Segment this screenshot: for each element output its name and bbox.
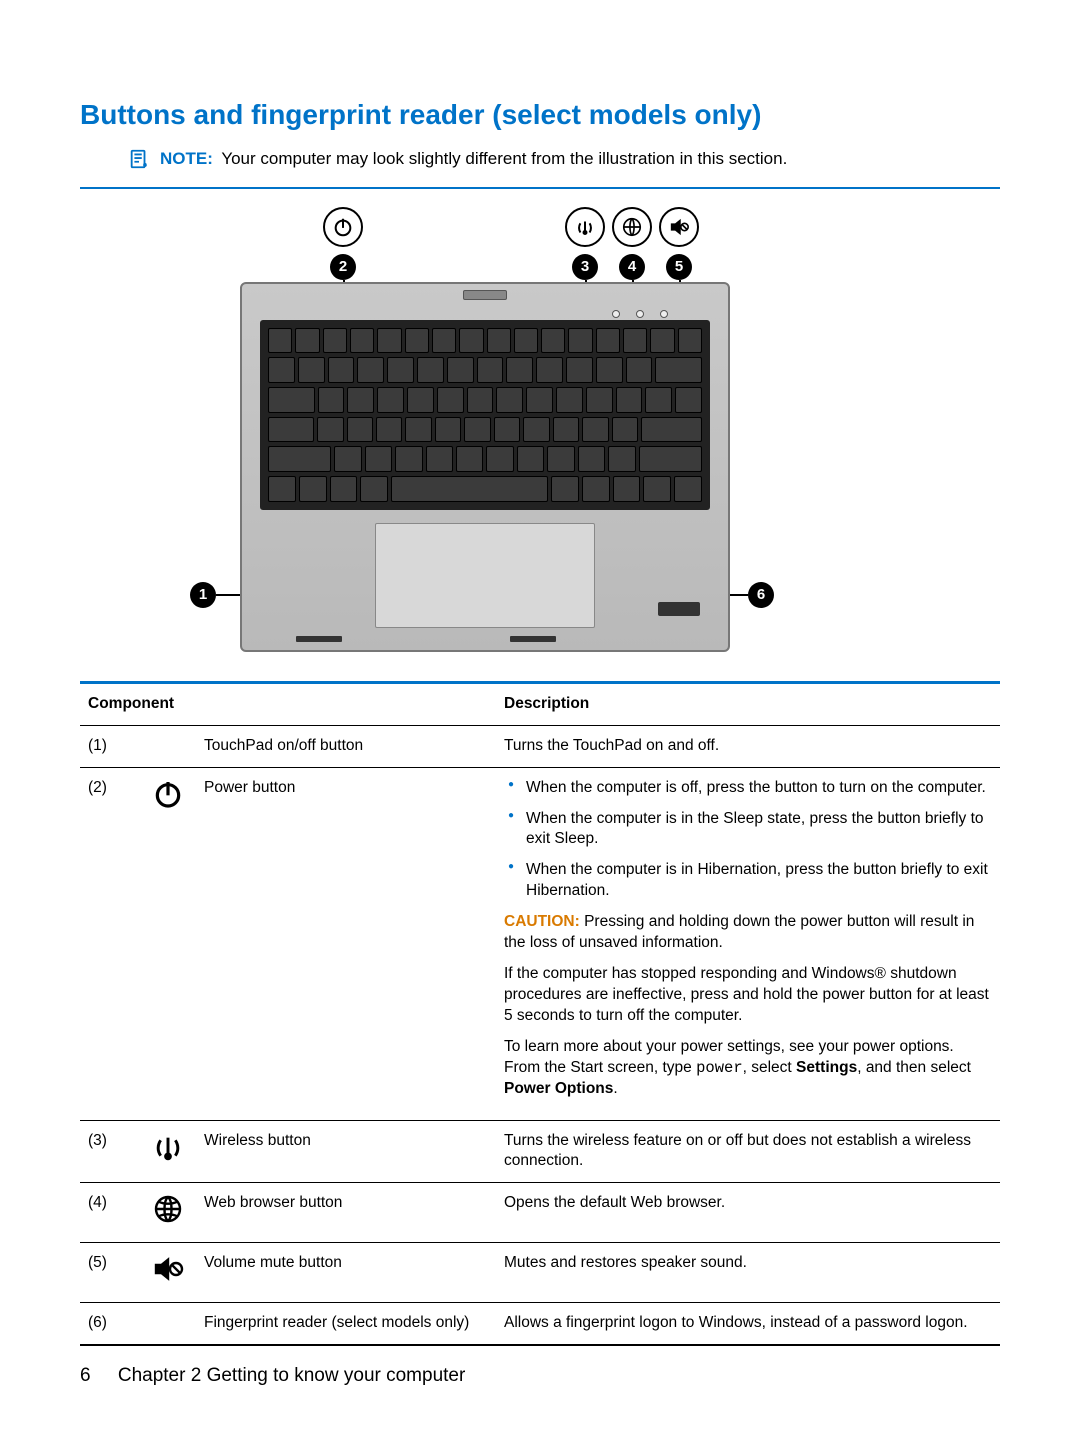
page-number: 6 xyxy=(80,1365,91,1386)
table-row: (2) Power button When the computer is of… xyxy=(80,767,1000,1120)
callout-num-5: 5 xyxy=(666,254,692,280)
paragraph: To learn more about your power settings,… xyxy=(504,1037,992,1100)
row-num: (5) xyxy=(80,1243,140,1303)
row-num: (1) xyxy=(80,725,140,767)
callout-num-6: 6 xyxy=(748,582,774,608)
note-block: NOTE: Your computer may look slightly di… xyxy=(80,148,1000,189)
bullet: When the computer is in the Sleep state,… xyxy=(504,809,992,851)
bullet: When the computer is off, press the butt… xyxy=(504,778,992,799)
section-title: Buttons and fingerprint reader (select m… xyxy=(80,96,1000,134)
fingerprint-reader xyxy=(658,602,700,616)
callout-num-3: 3 xyxy=(572,254,598,280)
note-text: Your computer may look slightly differen… xyxy=(221,149,787,168)
note-icon xyxy=(128,148,150,177)
table-row: (4) Web browser button Opens the default… xyxy=(80,1183,1000,1243)
callout-wireless-icon xyxy=(565,207,605,247)
callout-num-1: 1 xyxy=(190,582,216,608)
row-component: Web browser button xyxy=(196,1183,496,1243)
table-row: (6) Fingerprint reader (select models on… xyxy=(80,1303,1000,1345)
table-row: (1) TouchPad on/off button Turns the Tou… xyxy=(80,725,1000,767)
note-label: NOTE: xyxy=(160,149,213,168)
row-component: Wireless button xyxy=(196,1120,496,1183)
callout-mute-icon xyxy=(659,207,699,247)
table-row: (5) Volume mute button Mutes and restore… xyxy=(80,1243,1000,1303)
row-component: Volume mute button xyxy=(196,1243,496,1303)
keyboard xyxy=(260,320,710,510)
page-footer: 6 Chapter 2 Getting to know your compute… xyxy=(80,1363,465,1389)
mute-icon xyxy=(140,1243,196,1303)
laptop-body xyxy=(240,282,730,652)
row-description: Turns the wireless feature on or off but… xyxy=(496,1120,1000,1183)
wireless-icon xyxy=(140,1120,196,1183)
row-description: Mutes and restores speaker sound. xyxy=(496,1243,1000,1303)
row-description: When the computer is off, press the butt… xyxy=(496,767,1000,1120)
row-num: (6) xyxy=(80,1303,140,1345)
chapter-title: Chapter 2 Getting to know your computer xyxy=(118,1365,465,1386)
trackpad xyxy=(375,523,595,628)
components-table: Component Description (1) TouchPad on/of… xyxy=(80,681,1000,1346)
row-description: Allows a fingerprint logon to Windows, i… xyxy=(496,1303,1000,1345)
col-description: Description xyxy=(496,682,1000,725)
col-component: Component xyxy=(80,682,496,725)
row-num: (3) xyxy=(80,1120,140,1183)
laptop-illustration: 2 3 4 5 1 6 xyxy=(150,207,775,677)
callout-power-icon xyxy=(323,207,363,247)
callout-num-2: 2 xyxy=(330,254,356,280)
row-component: TouchPad on/off button xyxy=(196,725,496,767)
row-icon xyxy=(140,1303,196,1345)
callout-num-4: 4 xyxy=(619,254,645,280)
row-description: Turns the TouchPad on and off. xyxy=(496,725,1000,767)
row-description: Opens the default Web browser. xyxy=(496,1183,1000,1243)
row-num: (4) xyxy=(80,1183,140,1243)
power-icon xyxy=(140,767,196,1120)
table-row: (3) Wireless button Turns the wireless f… xyxy=(80,1120,1000,1183)
caution-label: CAUTION: xyxy=(504,913,580,930)
paragraph: If the computer has stopped responding a… xyxy=(504,964,992,1027)
globe-icon xyxy=(140,1183,196,1243)
row-component: Fingerprint reader (select models only) xyxy=(196,1303,496,1345)
row-num: (2) xyxy=(80,767,140,1120)
bullet: When the computer is in Hibernation, pre… xyxy=(504,860,992,902)
row-icon xyxy=(140,725,196,767)
row-component: Power button xyxy=(196,767,496,1120)
callout-globe-icon xyxy=(612,207,652,247)
